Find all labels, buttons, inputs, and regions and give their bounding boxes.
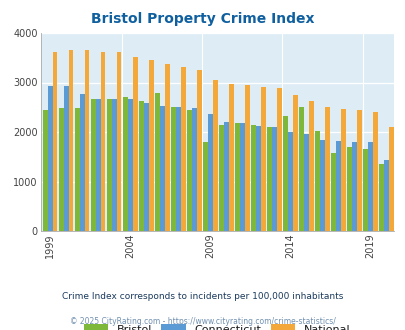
Bar [128, 99, 132, 231]
Bar [187, 110, 192, 231]
Bar [48, 86, 53, 231]
Bar [59, 108, 64, 231]
Bar [234, 123, 239, 231]
Bar [244, 85, 249, 231]
Bar [85, 50, 89, 231]
Bar [283, 116, 288, 231]
Bar [123, 97, 128, 231]
Bar [68, 50, 73, 231]
Bar [53, 52, 57, 231]
Bar [219, 124, 224, 231]
Bar [202, 142, 207, 231]
Bar [192, 108, 196, 231]
Bar [340, 109, 345, 231]
Bar [148, 60, 153, 231]
Bar [164, 64, 169, 231]
Text: © 2025 CityRating.com - https://www.cityrating.com/crime-statistics/: © 2025 CityRating.com - https://www.city… [70, 317, 335, 326]
Bar [224, 122, 228, 231]
Bar [80, 94, 85, 231]
Bar [276, 88, 281, 231]
Text: Bristol Property Crime Index: Bristol Property Crime Index [91, 12, 314, 25]
Bar [171, 107, 175, 231]
Bar [298, 107, 303, 231]
Bar [260, 87, 265, 231]
Bar [96, 99, 100, 231]
Bar [212, 80, 217, 231]
Bar [330, 153, 335, 231]
Bar [196, 70, 201, 231]
Bar [372, 112, 377, 231]
Bar [112, 99, 116, 231]
Bar [315, 131, 320, 231]
Legend: Bristol, Connecticut, National: Bristol, Connecticut, National [79, 320, 354, 330]
Bar [100, 52, 105, 231]
Bar [347, 147, 351, 231]
Bar [292, 95, 297, 231]
Bar [160, 106, 164, 231]
Bar [256, 125, 260, 231]
Bar [378, 164, 383, 231]
Bar [180, 67, 185, 231]
Bar [155, 93, 160, 231]
Bar [388, 127, 393, 231]
Bar [308, 101, 313, 231]
Bar [91, 99, 96, 231]
Bar [107, 99, 112, 231]
Bar [132, 57, 137, 231]
Bar [43, 110, 48, 231]
Bar [75, 108, 80, 231]
Bar [367, 143, 372, 231]
Bar [251, 124, 256, 231]
Bar [362, 149, 367, 231]
Text: Crime Index corresponds to incidents per 100,000 inhabitants: Crime Index corresponds to incidents per… [62, 292, 343, 301]
Bar [324, 107, 329, 231]
Bar [207, 114, 212, 231]
Bar [320, 141, 324, 231]
Bar [175, 107, 180, 231]
Bar [266, 127, 271, 231]
Bar [335, 142, 340, 231]
Bar [116, 52, 121, 231]
Bar [303, 134, 308, 231]
Bar [383, 160, 388, 231]
Bar [239, 123, 244, 231]
Bar [143, 103, 148, 231]
Bar [288, 131, 292, 231]
Bar [139, 101, 143, 231]
Bar [64, 86, 68, 231]
Bar [271, 127, 276, 231]
Bar [356, 110, 361, 231]
Bar [351, 143, 356, 231]
Bar [228, 84, 233, 231]
